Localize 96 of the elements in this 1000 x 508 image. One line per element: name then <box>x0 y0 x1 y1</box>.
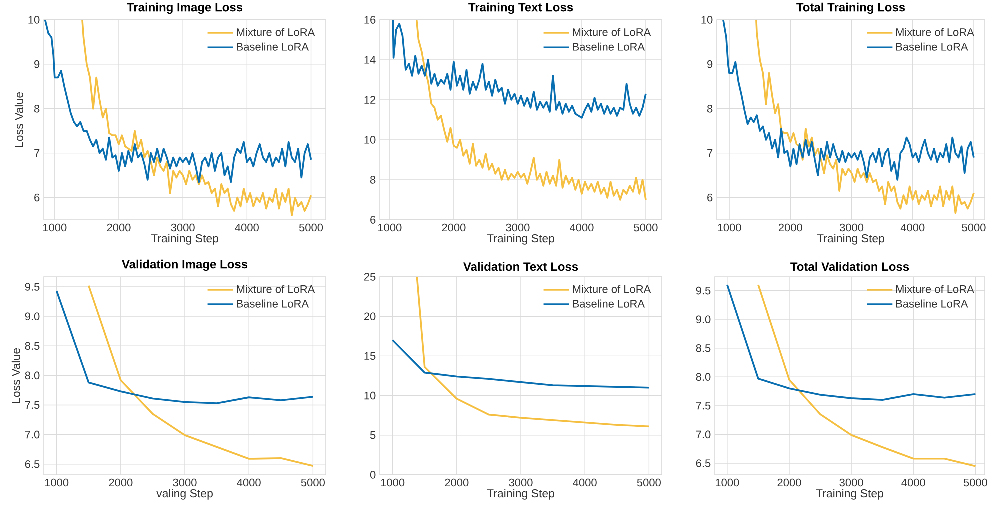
x-axis-title: Training Step <box>487 234 554 245</box>
x-tick-label: 4000 <box>900 224 925 232</box>
y-tick-label: 10 <box>28 16 40 24</box>
x-tick-label: 3000 <box>173 478 197 487</box>
x-tick-label: 5000 <box>634 224 658 232</box>
legend-label: Mixture of LoRA <box>573 28 652 36</box>
y-tick-label: 7.5 <box>25 401 40 410</box>
y-tick-label: 7 <box>34 150 40 158</box>
line-series <box>722 20 975 181</box>
y-tick-label: 10 <box>364 392 376 400</box>
x-axis-title: Training Step <box>487 489 554 500</box>
x-tick-label: 1000 <box>381 478 405 487</box>
x-tick-label: 2000 <box>109 478 133 487</box>
x-axis-title: Training Step <box>816 489 884 500</box>
chart-title: Validation Image Loss <box>122 260 248 272</box>
legend-label: Mixture of LoRA <box>237 28 316 36</box>
y-tick-label: 6.5 <box>696 460 711 468</box>
y-tick-label: 8.0 <box>696 373 711 382</box>
y-tick-label: 9.5 <box>696 286 711 295</box>
y-axis-title: Loss Value <box>14 92 24 148</box>
x-tick-label: 2000 <box>778 478 802 487</box>
y-tick-label: 10 <box>364 136 376 144</box>
line-series <box>726 284 977 402</box>
y-tick-label: 16 <box>364 16 376 24</box>
legend-label: Baseline LoRA <box>573 42 646 51</box>
x-tick-label: 1000 <box>378 224 402 232</box>
legend-label: Mixture of LoRA <box>896 285 974 294</box>
x-tick-label: 2000 <box>442 224 466 232</box>
y-tick-label: 9.0 <box>696 316 711 324</box>
y-tick-label: 7.0 <box>25 430 40 439</box>
line-series <box>756 20 975 214</box>
x-tick-label: 5000 <box>964 478 988 487</box>
chart-title: Total Training Loss <box>796 2 906 14</box>
x-tick-label: 2000 <box>778 224 802 232</box>
y-tick-label: 7.5 <box>696 402 711 410</box>
legend-label: Baseline LoRA <box>237 42 310 51</box>
x-tick-label: 5000 <box>962 224 986 232</box>
x-tick-label: 2000 <box>107 224 131 232</box>
y-tick-label: 5 <box>370 432 376 440</box>
line-series <box>758 284 977 468</box>
x-axis-title: Training Step <box>817 234 884 245</box>
y-tick-label: 8.5 <box>696 344 711 352</box>
x-tick-label: 5000 <box>637 478 661 487</box>
y-tick-label: 6 <box>708 194 713 202</box>
y-tick-label: 8.5 <box>25 342 40 350</box>
y-tick-label: 6 <box>34 194 40 202</box>
legend-label: Mixture of LoRA <box>896 28 974 36</box>
legend-label: Baseline LoRA <box>896 300 968 308</box>
y-tick-label: 9 <box>708 60 713 68</box>
y-tick-label: 6.5 <box>25 460 40 468</box>
x-axis-title: valing Step <box>156 489 213 500</box>
y-tick-label: 9.0 <box>25 312 40 320</box>
x-tick-label: 1000 <box>716 478 740 487</box>
x-tick-label: 3000 <box>840 224 864 232</box>
y-tick-label: 14 <box>364 56 376 64</box>
x-tick-label: 1000 <box>44 224 67 232</box>
x-tick-label: 3000 <box>506 224 530 232</box>
y-tick-label: 15 <box>364 352 376 360</box>
x-tick-label: 3000 <box>509 478 533 487</box>
legend-label: Baseline LoRA <box>573 300 646 308</box>
x-tick-label: 4000 <box>237 478 261 487</box>
y-tick-label: 9 <box>34 60 40 68</box>
legend-label: Mixture of LoRA <box>237 285 316 294</box>
y-tick-label: 25 <box>364 273 376 281</box>
y-tick-label: 12 <box>364 96 376 104</box>
x-tick-label: 1000 <box>718 224 742 232</box>
y-tick-label: 8 <box>34 104 40 113</box>
x-tick-label: 5000 <box>301 478 325 487</box>
y-tick-label: 9.5 <box>25 283 40 291</box>
y-tick-label: 10 <box>702 16 713 24</box>
x-tick-label: 5000 <box>299 224 324 232</box>
legend-label: Baseline LoRA <box>896 42 968 51</box>
y-tick-label: 7.0 <box>696 430 711 439</box>
x-tick-label: 3000 <box>171 224 195 232</box>
x-axis-title: Training Step <box>151 234 218 245</box>
y-tick-label: 8 <box>707 104 713 113</box>
x-tick-label: 1000 <box>45 478 69 487</box>
x-tick-label: 4000 <box>235 224 259 232</box>
y-tick-label: 6 <box>370 216 376 224</box>
legend-label: Mixture of LoRA <box>573 285 652 294</box>
y-tick-label: 7 <box>708 150 713 158</box>
y-tick-label: 8 <box>370 176 376 184</box>
y-tick-label: 8.0 <box>25 372 40 380</box>
x-tick-label: 3000 <box>840 478 864 487</box>
chart-title: Validation Text Loss <box>464 262 578 272</box>
x-tick-label: 2000 <box>445 478 469 487</box>
legend-label: Baseline LoRA <box>237 300 310 308</box>
chart-title: Total Validation Loss <box>790 262 910 272</box>
x-tick-label: 4000 <box>902 478 926 487</box>
x-tick-label: 4000 <box>570 224 594 232</box>
y-tick-label: 0 <box>370 471 376 479</box>
chart-title: Training Text Loss <box>468 2 574 14</box>
x-tick-label: 4000 <box>573 478 597 487</box>
chart-title: Training Image Loss <box>127 2 243 14</box>
y-axis-title: Loss Value <box>12 348 20 404</box>
y-tick-label: 20 <box>364 312 376 320</box>
